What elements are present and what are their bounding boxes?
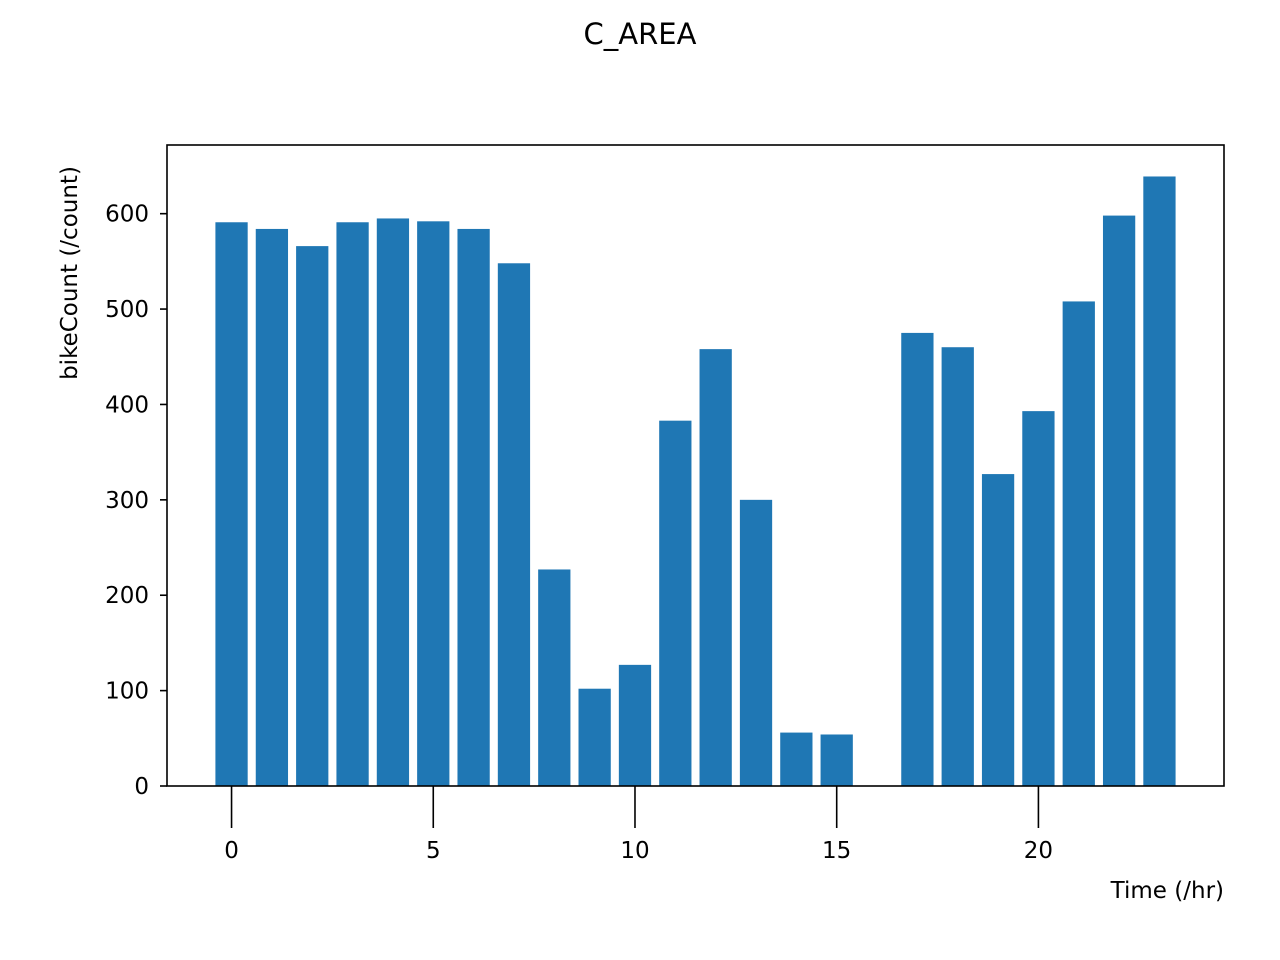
bar-hour-21	[1062, 301, 1095, 786]
y-tick-label: 200	[105, 583, 149, 609]
x-axis-label: Time (/hr)	[1110, 878, 1224, 904]
bar-hour-12	[699, 349, 732, 786]
bar-hour-22	[1102, 215, 1136, 787]
bar-hour-1	[255, 228, 289, 786]
bar-hour-3	[336, 222, 369, 786]
x-tick-label: 5	[426, 838, 441, 864]
x-tick-label: 0	[224, 838, 239, 864]
x-tick-label: 20	[1024, 838, 1053, 864]
bar-hour-4	[376, 218, 410, 786]
y-tick-label: 500	[105, 297, 149, 323]
y-tick-label: 600	[105, 202, 149, 228]
bar-hour-11	[659, 420, 692, 786]
chart-title: C_AREA	[584, 17, 697, 51]
y-tick-label: 400	[105, 392, 149, 418]
y-axis-ticks: 0 100 200 300 400 500 600	[105, 202, 167, 800]
y-axis-label: bikeCount (/count)	[57, 166, 83, 380]
bar-hour-18	[941, 347, 974, 786]
y-tick-label: 100	[105, 679, 149, 705]
bar-hour-20	[1022, 411, 1055, 786]
bar-hour-6	[457, 228, 490, 786]
bar-hour-10	[618, 664, 652, 786]
bars-group	[215, 176, 1176, 787]
bar-hour-9	[578, 688, 611, 786]
bar-hour-2	[296, 246, 329, 787]
bar-hour-19	[981, 474, 1015, 786]
bar-hour-15	[820, 734, 853, 786]
bar-hour-17	[901, 332, 934, 786]
plot-frame	[166, 144, 1225, 787]
bar-hour-14	[780, 732, 813, 786]
bar-hour-7	[497, 263, 531, 786]
y-tick-label: 300	[105, 488, 149, 514]
y-tick-label: 0	[134, 774, 149, 800]
x-tick-label: 15	[822, 838, 851, 864]
bar-hour-5	[417, 221, 450, 786]
x-tick-label: 10	[620, 838, 649, 864]
x-axis-ticks: 0 5 10 15 20	[224, 786, 1053, 864]
bar-hour-8	[538, 569, 571, 786]
bar-hour-0	[215, 222, 248, 786]
bar-hour-23	[1143, 176, 1176, 787]
bar-hour-13	[739, 499, 773, 786]
